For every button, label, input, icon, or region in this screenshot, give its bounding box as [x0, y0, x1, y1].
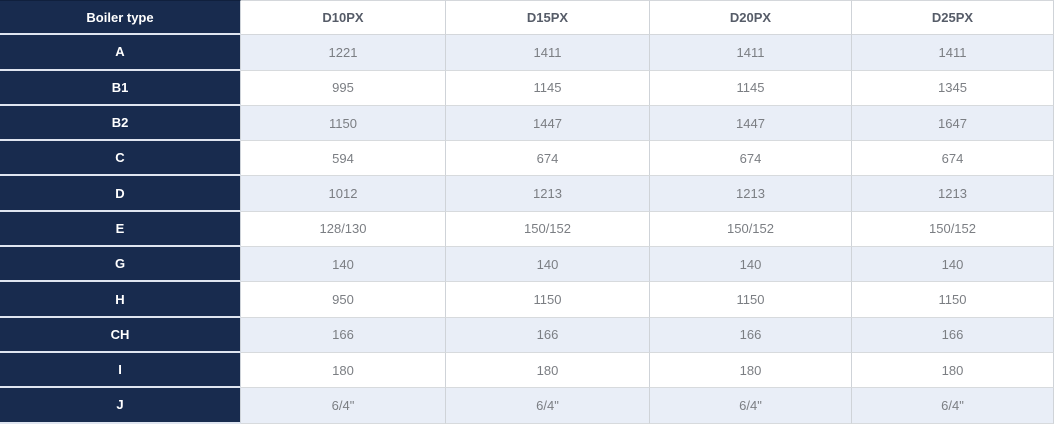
corner-header-boiler-type: Boiler type	[0, 0, 241, 36]
row-header-j: J	[0, 388, 241, 424]
cell: 1647	[852, 105, 1054, 142]
row-header-b1: B1	[0, 70, 241, 106]
cell: 674	[852, 141, 1054, 177]
cell: 594	[241, 141, 446, 177]
row-header-a: A	[0, 35, 241, 71]
column-header-d20px: D20PX	[650, 0, 852, 36]
cell: 180	[446, 352, 650, 389]
cell: 6/4"	[446, 388, 650, 424]
cell: 1213	[852, 176, 1054, 212]
cell: 1345	[852, 70, 1054, 106]
cell: 140	[852, 247, 1054, 283]
table-row: D 1012 1213 1213 1213	[0, 176, 1054, 212]
cell: 180	[650, 352, 852, 389]
cell: 150/152	[650, 211, 852, 248]
cell: 180	[852, 352, 1054, 389]
header-row: Boiler type D10PX D15PX D20PX D25PX	[0, 0, 1054, 36]
cell: 166	[446, 317, 650, 353]
cell: 180	[241, 352, 446, 389]
table-row: B2 1150 1447 1447 1647	[0, 105, 1054, 142]
cell: 150/152	[446, 211, 650, 248]
cell: 150/152	[852, 211, 1054, 248]
cell: 1150	[446, 282, 650, 318]
row-header-d: D	[0, 176, 241, 212]
row-header-b2: B2	[0, 105, 241, 142]
cell: 1150	[241, 105, 446, 142]
table-row: I 180 180 180 180	[0, 352, 1054, 389]
cell: 1150	[650, 282, 852, 318]
column-header-d15px: D15PX	[446, 0, 650, 36]
table-row: H 950 1150 1150 1150	[0, 282, 1054, 318]
cell: 6/4"	[241, 388, 446, 424]
cell: 1411	[650, 35, 852, 71]
cell: 674	[446, 141, 650, 177]
cell: 128/130	[241, 211, 446, 248]
row-header-e: E	[0, 211, 241, 248]
cell: 6/4"	[650, 388, 852, 424]
cell: 140	[650, 247, 852, 283]
cell: 1213	[650, 176, 852, 212]
row-header-g: G	[0, 247, 241, 283]
row-header-h: H	[0, 282, 241, 318]
cell: 166	[852, 317, 1054, 353]
cell: 140	[241, 247, 446, 283]
cell: 1221	[241, 35, 446, 71]
table-row: CH 166 166 166 166	[0, 317, 1054, 353]
table-row: E 128/130 150/152 150/152 150/152	[0, 211, 1054, 248]
table-row: B1 995 1145 1145 1345	[0, 70, 1054, 106]
cell: 1150	[852, 282, 1054, 318]
table-row: A 1221 1411 1411 1411	[0, 35, 1054, 71]
column-header-d25px: D25PX	[852, 0, 1054, 36]
cell: 1447	[650, 105, 852, 142]
cell: 1447	[446, 105, 650, 142]
column-header-d10px: D10PX	[241, 0, 446, 36]
cell: 1411	[852, 35, 1054, 71]
row-header-ch: CH	[0, 317, 241, 353]
cell: 1411	[446, 35, 650, 71]
cell: 950	[241, 282, 446, 318]
cell: 1145	[650, 70, 852, 106]
row-header-c: C	[0, 141, 241, 177]
cell: 166	[241, 317, 446, 353]
cell: 1012	[241, 176, 446, 212]
table-row: G 140 140 140 140	[0, 247, 1054, 283]
cell: 166	[650, 317, 852, 353]
cell: 995	[241, 70, 446, 106]
table-row: J 6/4" 6/4" 6/4" 6/4"	[0, 388, 1054, 424]
row-header-i: I	[0, 352, 241, 389]
cell: 1145	[446, 70, 650, 106]
table-row: C 594 674 674 674	[0, 141, 1054, 177]
cell: 674	[650, 141, 852, 177]
cell: 140	[446, 247, 650, 283]
cell: 6/4"	[852, 388, 1054, 424]
cell: 1213	[446, 176, 650, 212]
